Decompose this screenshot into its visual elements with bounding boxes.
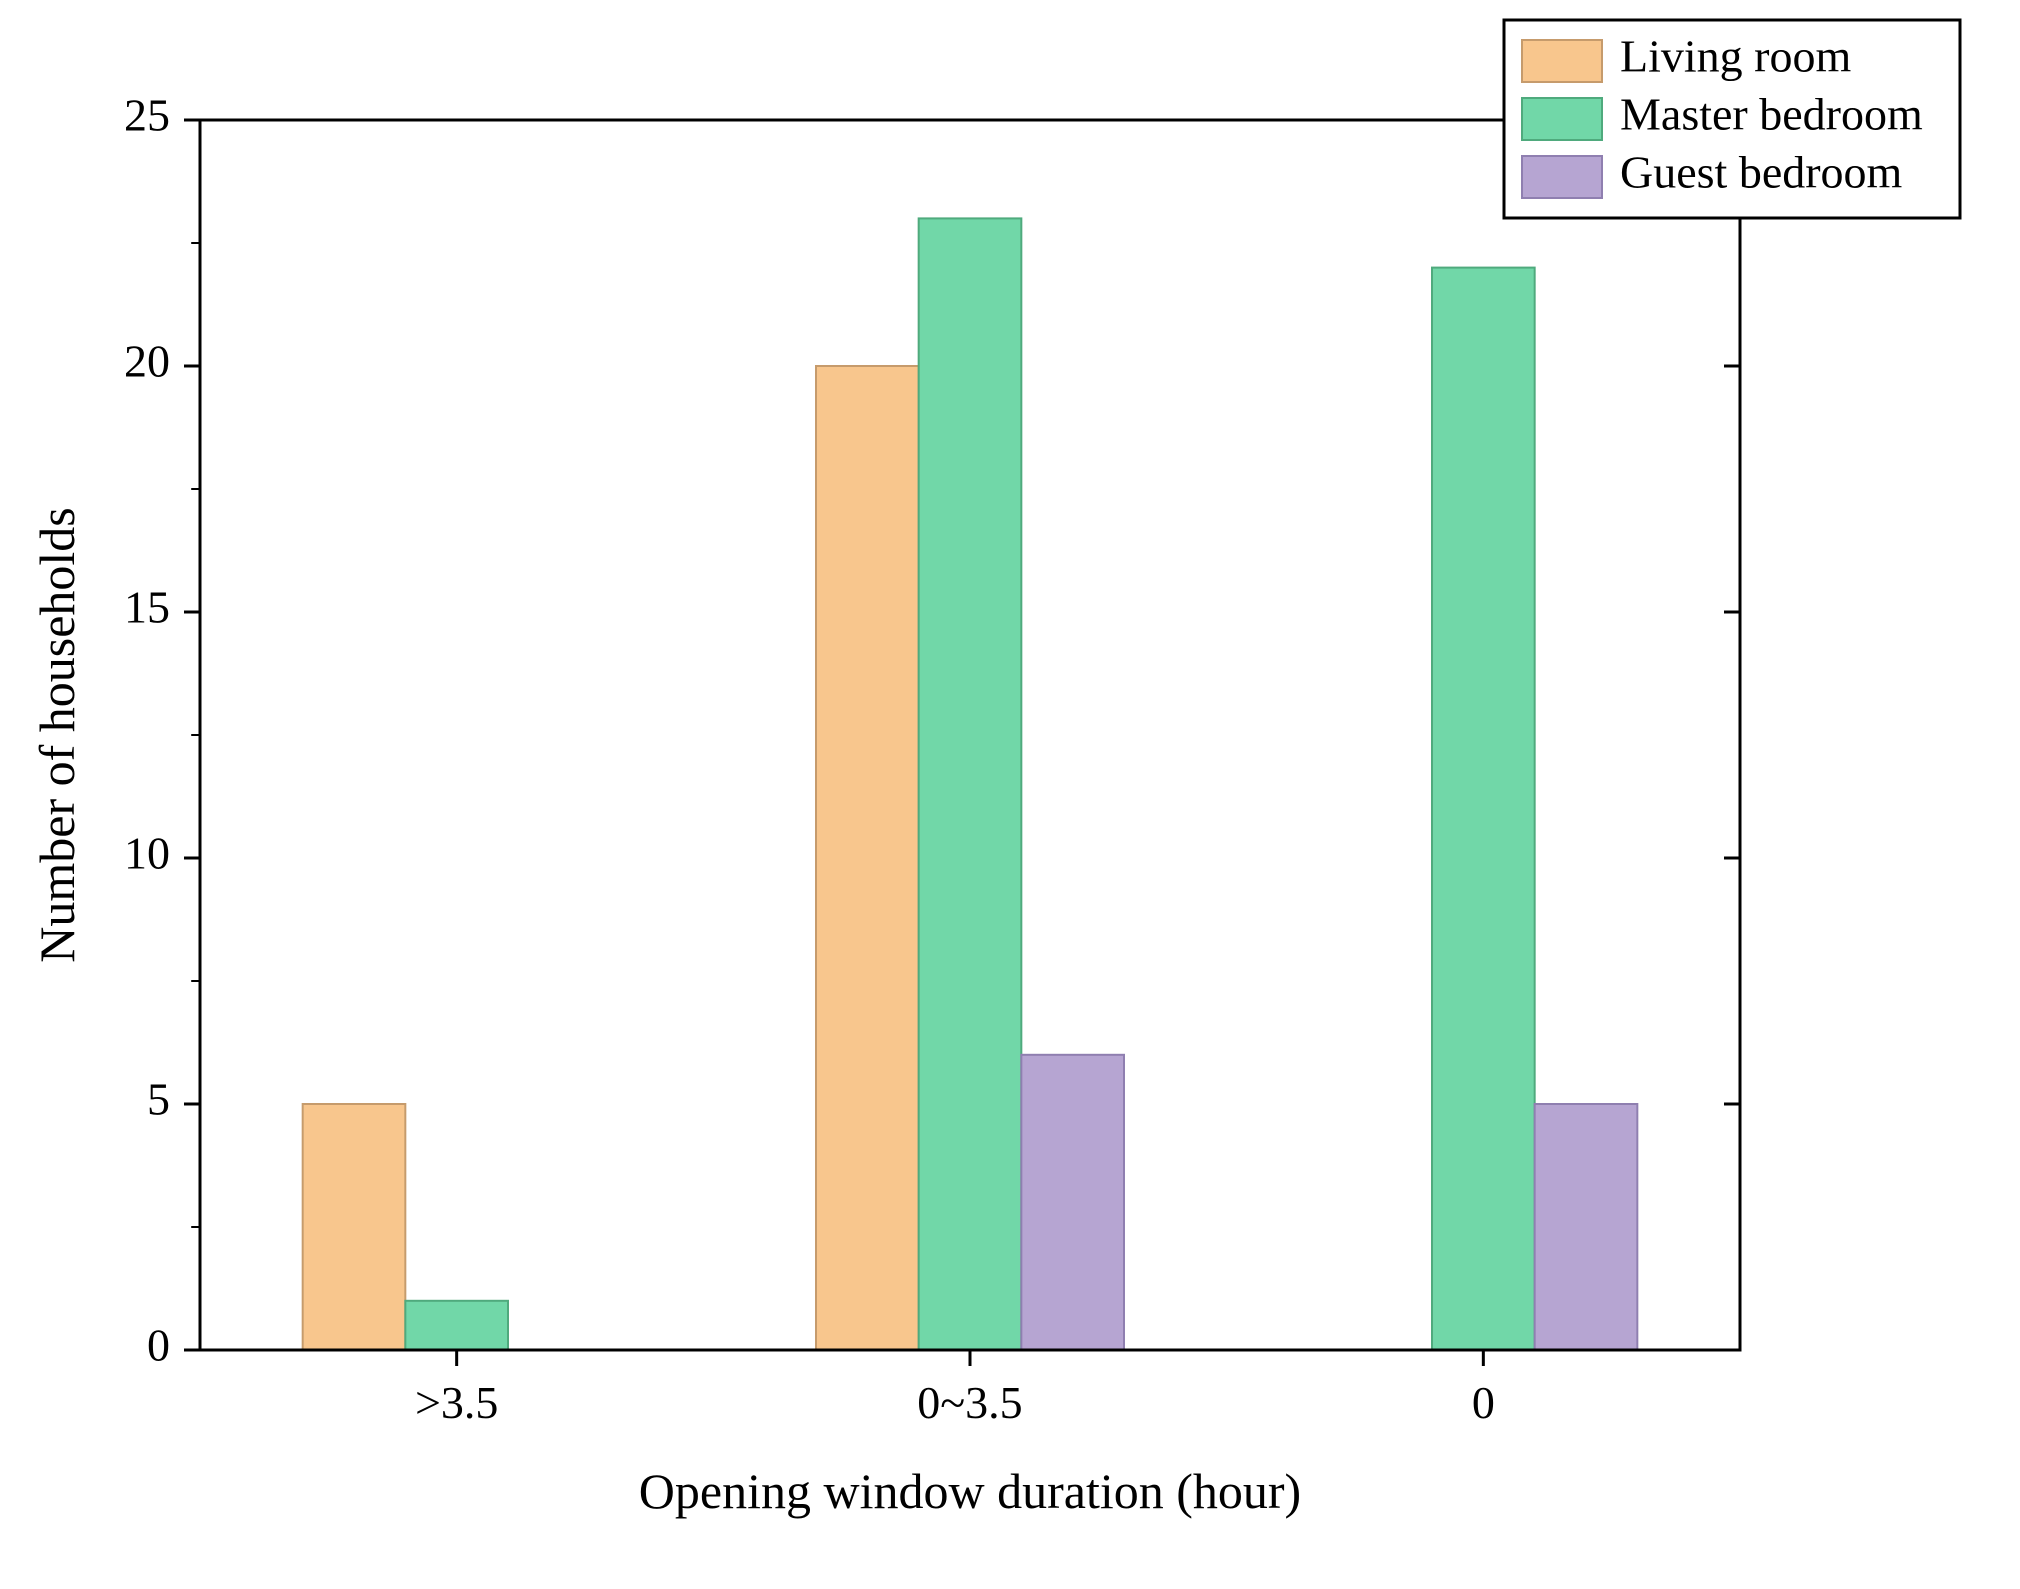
y-tick-label: 20	[124, 336, 170, 387]
bar	[303, 1104, 406, 1350]
x-tick-label: 0	[1472, 1377, 1495, 1428]
y-tick-label: 0	[147, 1320, 170, 1371]
legend-label: Living room	[1620, 31, 1851, 82]
y-tick-label: 10	[124, 828, 170, 879]
chart-container: 0 5 10 15 20 25 >3.5 0~3.5 0 Opening window durat…	[0, 0, 2020, 1589]
legend-label: Master bedroom	[1620, 89, 1923, 140]
bar	[1535, 1104, 1638, 1350]
y-tick-label: 25	[124, 90, 170, 141]
y-tick-label: 15	[124, 582, 170, 633]
x-axis-label: Opening window duration (hour)	[639, 1463, 1301, 1519]
bar-chart: 0 5 10 15 20 25 >3.5 0~3.5 0 Opening window durat…	[0, 0, 2020, 1589]
bar	[1021, 1055, 1124, 1350]
x-tick-label: >3.5	[415, 1377, 498, 1428]
legend-swatch	[1522, 98, 1602, 140]
legend-label: Guest bedroom	[1620, 147, 1903, 198]
y-axis-label: Number of households	[29, 507, 85, 963]
bar	[816, 366, 919, 1350]
legend-swatch	[1522, 156, 1602, 198]
y-tick-label: 5	[147, 1074, 170, 1125]
bar	[919, 218, 1022, 1350]
legend-swatch	[1522, 40, 1602, 82]
bar	[1432, 268, 1535, 1350]
x-tick-label: 0~3.5	[917, 1377, 1022, 1428]
bar	[405, 1301, 508, 1350]
